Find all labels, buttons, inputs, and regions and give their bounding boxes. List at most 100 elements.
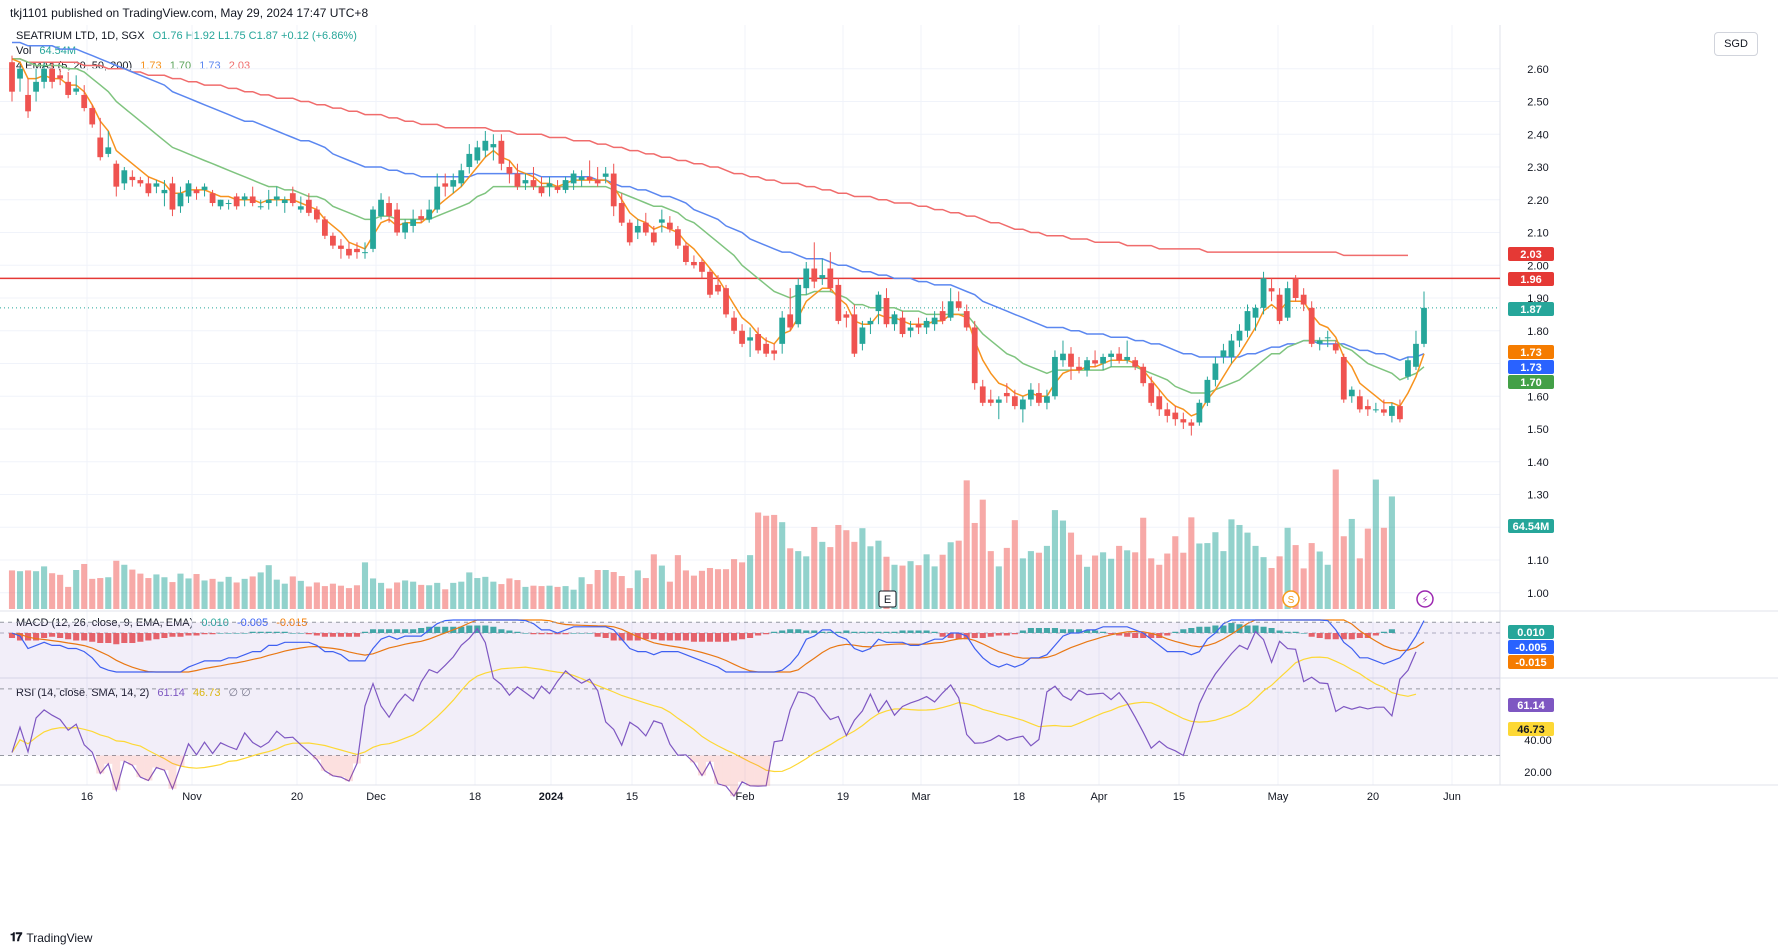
candle: [554, 180, 561, 194]
ema200-badge: 2.03: [1508, 247, 1554, 261]
candle: [594, 167, 601, 187]
candle-body: [193, 189, 200, 194]
candle-body: [1421, 307, 1427, 344]
candle: [602, 167, 609, 184]
macd-hist-bar: [658, 633, 665, 641]
volume-bar: [169, 582, 176, 609]
candle: [1164, 402, 1171, 423]
volume-legend[interactable]: Vol 64.54M: [16, 45, 81, 57]
candle: [819, 258, 826, 285]
rsi-oversold-fill: [336, 755, 345, 778]
volume-bar: [514, 580, 521, 609]
candle: [137, 176, 144, 187]
rsi-legend[interactable]: RSI (14, close, SMA, 14, 2) 61.14 46.73 …: [16, 686, 256, 699]
macd-hist-bar: [1268, 628, 1275, 633]
rsi-ma-badge-text: 46.73: [1517, 724, 1545, 736]
candle: [313, 206, 320, 223]
volume-bar: [995, 566, 1002, 609]
candle: [883, 288, 890, 328]
currency-button[interactable]: SGD: [1714, 32, 1758, 56]
candle-body: [338, 245, 344, 249]
macd-line-value: -0.005: [237, 617, 268, 629]
macd-hist-bar: [161, 633, 168, 638]
volume-bar: [1164, 553, 1171, 609]
close-badge: 1.87: [1508, 302, 1554, 316]
candle: [442, 173, 449, 197]
candle-body: [803, 268, 810, 289]
candle-body: [979, 386, 986, 403]
volume-bar: [426, 585, 433, 609]
time-tick-label: 16: [81, 791, 93, 803]
macd-hist-bar: [1252, 625, 1259, 633]
candle-body: [410, 219, 417, 226]
candle-body: [1348, 389, 1355, 397]
macd-hist-bar: [217, 633, 224, 634]
candle-body: [498, 140, 505, 164]
volume-bar: [1380, 527, 1387, 609]
macd-hist-bar: [955, 633, 962, 640]
volume-bar: [1372, 479, 1379, 609]
macd-hist-bar: [987, 633, 994, 637]
candle: [490, 134, 497, 161]
candle-body: [257, 206, 264, 208]
price-tick-label: 2.30: [1527, 162, 1548, 174]
macd-signal-line: [11, 619, 1425, 673]
candle-body: [570, 173, 577, 184]
candle-body: [771, 350, 778, 354]
macd-hist-bar: [265, 631, 272, 633]
candle-body: [602, 173, 609, 177]
candle-body: [137, 180, 144, 184]
macd-legend[interactable]: MACD (12, 26, close, 9, EMA, EMA) 0.010 …: [16, 617, 312, 629]
candle: [642, 212, 649, 236]
macd-hist-bar: [835, 631, 842, 633]
candle-body: [169, 183, 176, 210]
candle: [1100, 353, 1106, 371]
price-tick-label: 1.80: [1527, 326, 1548, 338]
currency-label: SGD: [1724, 38, 1748, 50]
volume-bar: [33, 571, 40, 609]
volume-bar: [883, 556, 890, 609]
candle: [674, 225, 681, 249]
macd-hist-bar: [73, 633, 80, 641]
symbol-legend[interactable]: SEATRIUM LTD, 1D, SGX O1.76 H1.92 L1.75 …: [16, 30, 362, 42]
candle-body: [1356, 396, 1363, 410]
macd-label: MACD (12, 26, close, 9, EMA, EMA): [16, 617, 193, 629]
volume-bar: [787, 548, 794, 609]
volume-bar: [771, 514, 778, 609]
price-tick-label: 1.00: [1527, 588, 1548, 600]
candle: [747, 327, 753, 357]
macd-hist-bar: [1148, 633, 1155, 638]
volume-bar: [434, 582, 441, 609]
macd-hist-bar: [57, 633, 64, 638]
volume-bar: [482, 576, 489, 609]
macd-hist-bar: [321, 633, 328, 637]
ema200-line: [12, 58, 1408, 257]
rsi-oversold-fill: [352, 755, 361, 764]
macd-hist-bar: [1116, 633, 1123, 636]
volume-bar: [1035, 552, 1042, 609]
event-markers: E S ⚡: [878, 590, 1434, 608]
candle: [626, 219, 633, 246]
volume-bar: [121, 564, 128, 609]
time-tick-label: 15: [626, 791, 638, 803]
time-tick-label: 18: [1013, 791, 1025, 803]
macd-line-badge-text: -0.005: [1515, 642, 1546, 654]
volume-bar: [578, 577, 585, 609]
split-marker-circle: [1282, 590, 1300, 608]
ema200-badge-text: 2.03: [1520, 249, 1541, 261]
candle-body: [1148, 383, 1155, 403]
candle-body: [105, 147, 112, 154]
candle-body: [65, 81, 72, 95]
macd-hist-bar: [618, 633, 625, 641]
volume-bar: [859, 528, 866, 609]
footer-brand[interactable]: 𝟏𝟕 TradingView: [10, 930, 92, 945]
candle: [426, 199, 433, 223]
candle: [9, 55, 15, 102]
volume-bar: [1316, 551, 1323, 609]
rsi-oversold-fill: [160, 755, 169, 771]
candle: [867, 317, 874, 335]
rsi-oversold-fill: [328, 755, 337, 776]
volume-bar: [819, 541, 826, 609]
candle: [1236, 324, 1243, 348]
